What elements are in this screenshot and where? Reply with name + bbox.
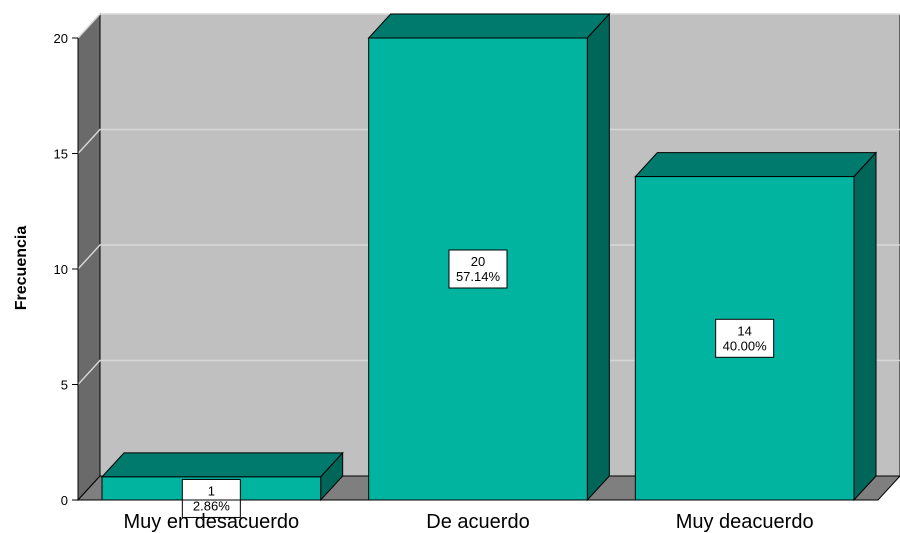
- bar-side: [586, 12, 610, 502]
- data-label-count: 20: [471, 254, 485, 269]
- grid-line: [77, 13, 900, 39]
- grid-line: [77, 128, 900, 154]
- y-tick-label: 15: [54, 147, 68, 162]
- grid-line: [77, 244, 900, 270]
- y-tick-label: 5: [61, 378, 68, 393]
- bar-top: [634, 152, 878, 178]
- grid-line: [77, 359, 900, 385]
- x-tick-label: De acuerdo: [426, 511, 529, 533]
- grid-lines: [77, 13, 900, 385]
- bar-top: [367, 13, 611, 39]
- y-tick-label: 0: [61, 493, 68, 508]
- bar-top: [100, 452, 344, 478]
- data-label-count: 14: [737, 323, 751, 338]
- data-label: 12.86%: [181, 478, 241, 518]
- x-tick-label: Muy en desacuerdo: [123, 511, 299, 533]
- x-tick-label: Muy deacuerdo: [676, 511, 814, 533]
- data-label-percent: 2.86%: [193, 498, 230, 513]
- data-label-percent: 57.14%: [456, 269, 501, 284]
- y-tick-label: 10: [54, 262, 68, 277]
- y-axis: 0 5 10 15 20: [54, 31, 79, 508]
- x-axis: Muy en desacuerdo De acuerdo Muy deacuerdo: [78, 499, 878, 533]
- data-label-box: [448, 249, 508, 289]
- data-label-count: 1: [208, 483, 215, 498]
- data-label-box: [715, 318, 775, 358]
- data-label-box: [181, 478, 241, 518]
- data-label-percent: 40.00%: [723, 338, 768, 353]
- y-axis-title: Frecuencia: [13, 226, 30, 311]
- y-tick-label: 20: [54, 31, 68, 46]
- bar-side: [853, 151, 877, 502]
